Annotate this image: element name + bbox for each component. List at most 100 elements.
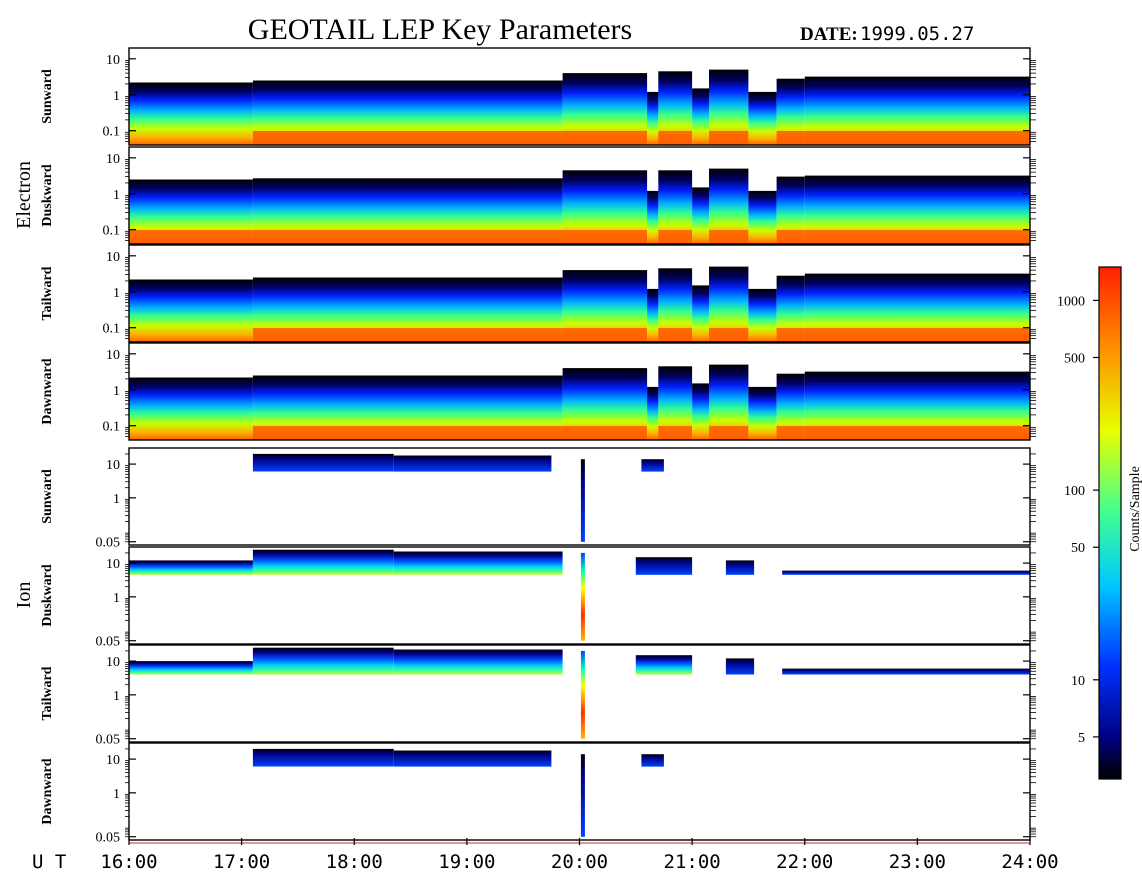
high-count-band bbox=[562, 131, 648, 145]
high-count-band bbox=[658, 131, 693, 145]
spectrum-segment bbox=[252, 453, 394, 472]
colorbar-tick-label: 10 bbox=[1071, 674, 1085, 689]
date-value: 1999.05.27 bbox=[860, 23, 974, 45]
direction-label: Sunward bbox=[40, 69, 55, 124]
high-count-band bbox=[562, 426, 648, 440]
high-count-band bbox=[562, 328, 648, 342]
high-count-band bbox=[709, 230, 749, 244]
x-tick-label: 17:00 bbox=[213, 851, 270, 873]
direction-label: Duskward bbox=[40, 164, 55, 226]
spectrum-segment bbox=[393, 455, 552, 472]
colorbar-label: Counts/Sample bbox=[1128, 466, 1142, 552]
panel-frame bbox=[128, 644, 1031, 743]
y-tick-label: 1 bbox=[113, 787, 120, 802]
y-tick-label: 10 bbox=[106, 458, 120, 473]
colorbar-tick-label: 100 bbox=[1064, 484, 1085, 499]
spectrum-segment bbox=[692, 383, 709, 440]
y-tick-label: 0.1 bbox=[103, 322, 121, 337]
panel-electron-duskward: 10 1 0.1 Duskward bbox=[40, 146, 1036, 245]
panel-ion-dawnward: 10 1 0.05 Dawnward bbox=[40, 742, 1036, 846]
panel-electron-tailward: 10 1 0.1 Tailward bbox=[40, 244, 1036, 343]
spectrum-segment bbox=[393, 649, 563, 675]
high-count-band bbox=[776, 328, 805, 342]
y-tick-label: 1 bbox=[113, 286, 120, 301]
spectrum-spike bbox=[580, 754, 585, 837]
spectrum-segment bbox=[725, 560, 755, 575]
x-tick-label: 18:00 bbox=[326, 851, 383, 873]
y-tick-label: 0.1 bbox=[103, 224, 121, 239]
high-count-band bbox=[776, 426, 805, 440]
y-tick-label: 0.05 bbox=[96, 635, 121, 650]
colorbar-tick-label: 50 bbox=[1071, 541, 1085, 556]
high-count-band bbox=[658, 328, 693, 342]
direction-label: Tailward bbox=[40, 666, 55, 720]
y-tick-label: 0.05 bbox=[96, 831, 121, 846]
spectrum-segment bbox=[782, 668, 1030, 675]
y-tick-label: 10 bbox=[106, 250, 120, 265]
high-count-band bbox=[804, 230, 1031, 244]
high-count-band bbox=[804, 328, 1031, 342]
high-count-band bbox=[252, 426, 563, 440]
y-tick-label: 0.05 bbox=[96, 536, 121, 551]
x-tick-label: 24:00 bbox=[1001, 851, 1058, 873]
chart-title: GEOTAIL LEP Key Parameters bbox=[248, 13, 632, 46]
y-tick-label: 0.1 bbox=[103, 125, 121, 140]
spectrum-segment bbox=[647, 288, 659, 342]
high-count-band bbox=[129, 230, 253, 244]
x-tick-label: 20:00 bbox=[551, 851, 608, 873]
panel-frame bbox=[128, 447, 1031, 546]
high-count-band bbox=[709, 328, 749, 342]
y-tick-label: 1 bbox=[113, 591, 120, 606]
direction-label: Sunward bbox=[40, 469, 55, 524]
spectrum-segment bbox=[252, 748, 394, 767]
y-tick-label: 10 bbox=[106, 655, 120, 670]
x-tick-label: 23:00 bbox=[889, 851, 946, 873]
group-label-electron: Electron bbox=[13, 161, 35, 229]
panel-ion-tailward: 10 1 0.05 Tailward bbox=[40, 644, 1036, 748]
spectrum-segment bbox=[748, 386, 777, 440]
spectrum-segment bbox=[692, 88, 709, 145]
high-count-band bbox=[709, 131, 749, 145]
panel-electron-sunward: 10 1 0.1 Sunward bbox=[40, 47, 1036, 146]
high-count-band bbox=[252, 131, 563, 145]
spectrum-segment bbox=[393, 750, 552, 767]
spectrum-segment bbox=[782, 570, 1030, 575]
spectrum-segment bbox=[129, 661, 253, 675]
high-count-band bbox=[709, 426, 749, 440]
spectrum-segment bbox=[647, 386, 659, 440]
panel-ion-duskward: 10 1 0.05 Duskward bbox=[40, 546, 1036, 650]
spectrum-segment bbox=[647, 91, 659, 145]
high-count-band bbox=[776, 131, 805, 145]
panel-ion-sunward: 10 1 0.05 Sunward bbox=[40, 447, 1036, 551]
x-tick-label: 21:00 bbox=[664, 851, 721, 873]
panel-frame bbox=[128, 546, 1031, 645]
x-tick-label: 19:00 bbox=[438, 851, 495, 873]
spectrum-segment bbox=[393, 551, 563, 575]
high-count-band bbox=[804, 426, 1031, 440]
spectrum-spike bbox=[580, 552, 585, 641]
spectrum-segment bbox=[748, 190, 777, 244]
y-tick-label: 1 bbox=[113, 689, 120, 704]
y-tick-label: 10 bbox=[106, 53, 120, 68]
x-tick-label: 16:00 bbox=[100, 851, 157, 873]
high-count-band bbox=[804, 131, 1031, 145]
y-tick-label: 10 bbox=[106, 152, 120, 167]
y-tick-label: 1 bbox=[113, 188, 120, 203]
direction-label: Tailward bbox=[40, 266, 55, 320]
spectrum-segment bbox=[748, 91, 777, 145]
colorbar-tick-label: 1000 bbox=[1057, 294, 1085, 309]
colorbar: 1000 500 100 50 10 5 bbox=[1057, 266, 1122, 780]
colorbar-tick-label: 500 bbox=[1064, 352, 1085, 367]
y-tick-label: 1 bbox=[113, 492, 120, 507]
x-axis-label: U T bbox=[32, 851, 66, 873]
spectrum-segment bbox=[129, 560, 253, 575]
direction-label: Dawnward bbox=[40, 358, 55, 424]
panels-layer: 10 1 0.1 Sunward 10 1 0.1 Duskward 10 1 0.1 Tailwar… bbox=[40, 47, 1036, 846]
x-axis-ticks: 16:00 17:00 18:00 19:00 20:00 21:00 22:00 23:00… bbox=[100, 838, 1059, 873]
y-tick-label: 0.1 bbox=[103, 420, 121, 435]
spectrum-segment bbox=[692, 285, 709, 342]
spectrum-segment bbox=[635, 557, 693, 575]
spectrum-segment bbox=[725, 658, 755, 675]
spectrum-segment bbox=[647, 190, 659, 244]
